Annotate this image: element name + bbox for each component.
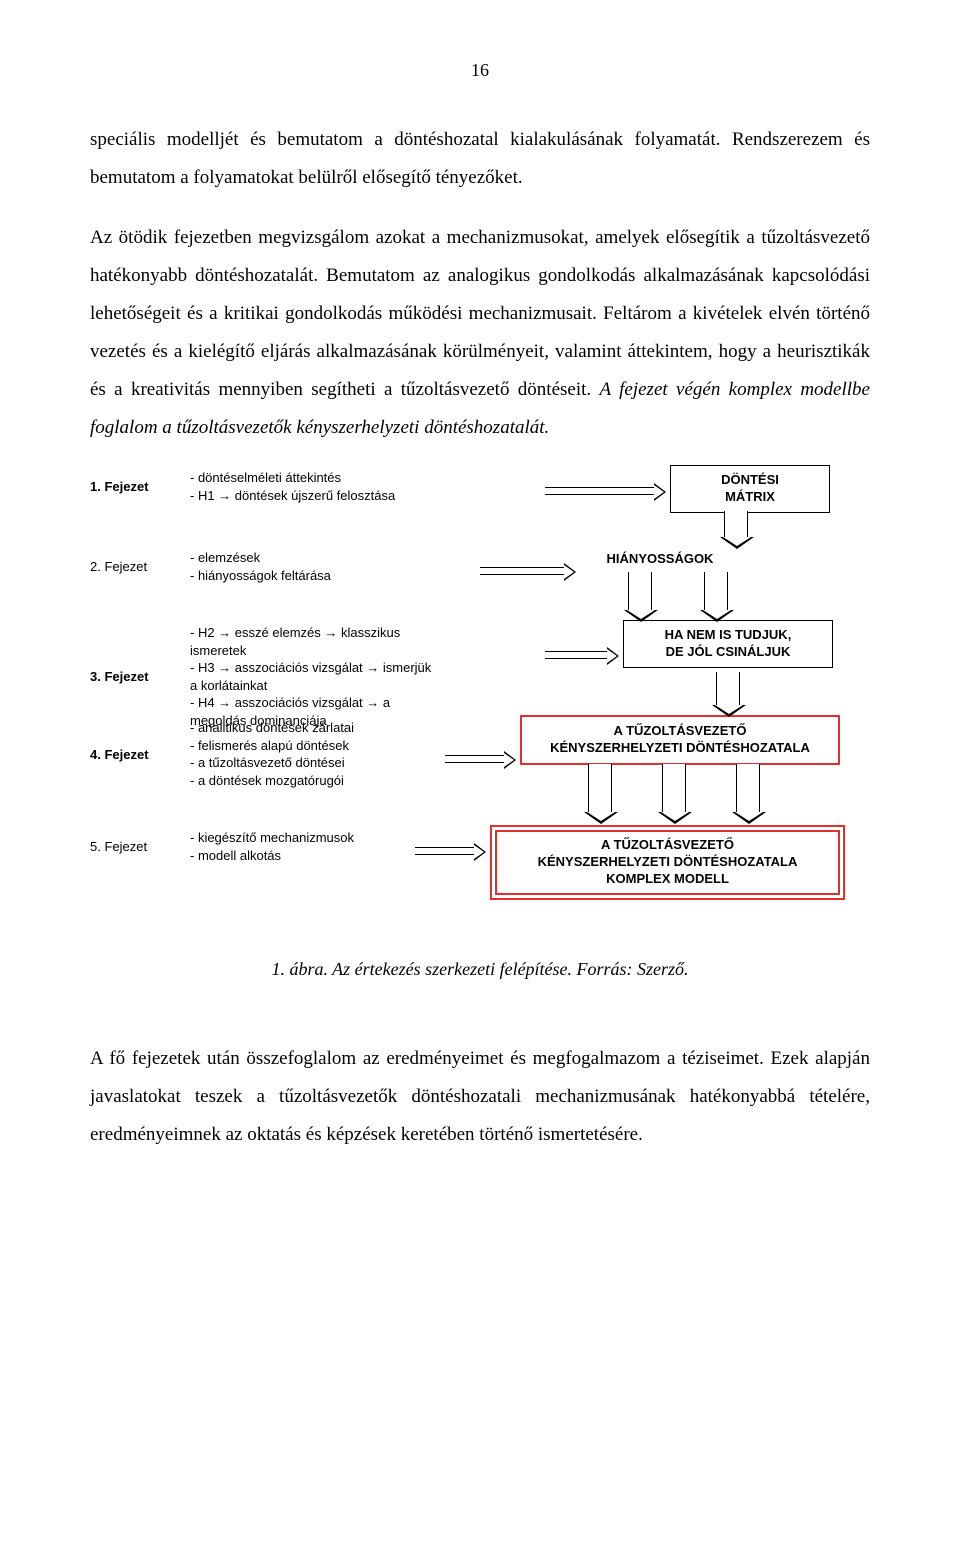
chapter-bullets: - elemzések- hiányosságok feltárása	[190, 549, 450, 584]
down-arrow-icon	[736, 764, 760, 814]
bullet-item: - H3 → asszociációs vizsgálat → ismerjük…	[190, 659, 440, 694]
right-arrow-icon	[545, 487, 656, 495]
result-box-5: A TŰZOLTÁSVEZETŐKÉNYSZERHELYZETI DÖNTÉSH…	[490, 825, 845, 900]
down-arrow-icon	[662, 764, 686, 814]
bullet-item: - döntéselméleti áttekintés	[190, 469, 440, 487]
paragraph-3: A fő fejezetek után összefoglalom az ere…	[90, 1040, 870, 1154]
page-number: 16	[90, 60, 870, 81]
result-box-2: HIÁNYOSSÁGOK	[580, 545, 740, 574]
down-arrow-icon	[716, 672, 740, 707]
down-arrow-icon	[724, 511, 748, 539]
chapter-label: 2. Fejezet	[90, 559, 190, 574]
chapter-label: 1. Fejezet	[90, 479, 190, 494]
result-box-1: DÖNTÉSIMÁTRIX	[670, 465, 830, 513]
chapter-label: 3. Fejezet	[90, 669, 190, 684]
result-box-3: HA NEM IS TUDJUK,DE JÓL CSINÁLJUK	[623, 620, 833, 668]
chapter-bullets: - analitikus döntések zárlatai- felismer…	[190, 719, 450, 789]
structure-diagram: 1. Fejezet- döntéselméleti áttekintés- H…	[90, 469, 870, 919]
down-arrow-icon	[628, 572, 652, 612]
down-arrow-icon	[588, 764, 612, 814]
chapter-bullets: - kiegészítő mechanizmusok- modell alkot…	[190, 829, 450, 864]
bullet-item: - felismerés alapú döntések	[190, 737, 440, 755]
down-arrow-icon	[704, 572, 728, 612]
figure-caption: 1. ábra. Az értekezés szerkezeti felépít…	[90, 959, 870, 980]
chapter-label: 4. Fejezet	[90, 747, 190, 762]
chapter-bullets: - H2 → esszé elemzés → klasszikus ismere…	[190, 624, 450, 729]
bullet-item: - hiányosságok feltárása	[190, 567, 440, 585]
bullet-item: - kiegészítő mechanizmusok	[190, 829, 440, 847]
right-arrow-icon	[545, 651, 609, 659]
right-arrow-icon	[480, 567, 566, 575]
bullet-item: - elemzések	[190, 549, 440, 567]
result-box-4: A TŰZOLTÁSVEZETŐKÉNYSZERHELYZETI DÖNTÉSH…	[520, 715, 840, 765]
bullet-item: - a döntések mozgatórugói	[190, 772, 440, 790]
chapter-label: 5. Fejezet	[90, 839, 190, 854]
right-arrow-icon	[415, 847, 476, 855]
paragraph-2-text: Az ötödik fejezetben megvizsgálom azokat…	[90, 227, 870, 400]
bullet-item: - H1 → döntések újszerű felosztása	[190, 487, 440, 505]
chapter-bullets: - döntéselméleti áttekintés- H1 → döntés…	[190, 469, 450, 504]
paragraph-2: Az ötödik fejezetben megvizsgálom azokat…	[90, 219, 870, 447]
bullet-item: - a tűzoltásvezető döntései	[190, 754, 440, 772]
right-arrow-icon	[445, 755, 506, 763]
bullet-item: - analitikus döntések zárlatai	[190, 719, 440, 737]
bullet-item: - H2 → esszé elemzés → klasszikus ismere…	[190, 624, 440, 659]
bullet-item: - modell alkotás	[190, 847, 440, 865]
paragraph-1: speciális modelljét és bemutatom a dönté…	[90, 121, 870, 197]
